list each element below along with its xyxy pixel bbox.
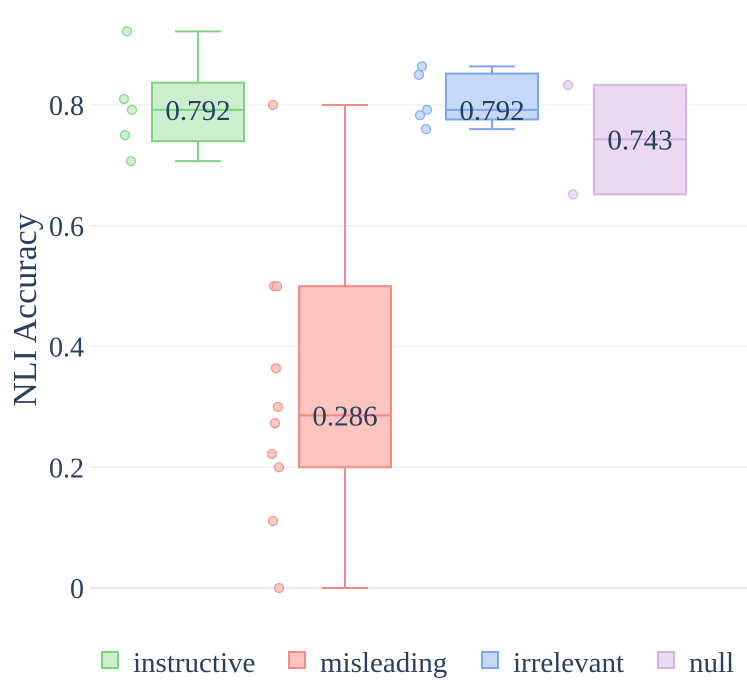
data-point (413, 69, 425, 80)
legend-item-null: null (657, 647, 734, 679)
median-label: 0.792 (165, 95, 230, 127)
box-null: 0.743 (562, 79, 687, 200)
data-point (121, 26, 133, 37)
legend-label: instructive (133, 647, 255, 679)
data-point (118, 93, 130, 105)
legend-label: null (689, 647, 734, 679)
legend-item-instructive: instructive (101, 647, 255, 679)
legend-label: misleading (320, 647, 447, 679)
data-point (562, 79, 574, 91)
data-point (416, 61, 428, 72)
data-point (272, 401, 284, 413)
data-point (267, 515, 279, 527)
data-point (273, 462, 285, 473)
data-point (125, 155, 137, 167)
data-point (269, 418, 281, 429)
y-axis-ticks: 0 0.2 0.4 0.6 0.8 (49, 91, 84, 605)
legend-swatch (481, 651, 499, 669)
data-point (273, 582, 285, 594)
boxes: 0.792 0.286 0.792 0.743 (118, 26, 687, 594)
data-point (271, 280, 283, 292)
box-body (298, 285, 392, 469)
legend-swatch (288, 651, 306, 669)
y-axis-title: NLI Accuracy (7, 213, 44, 407)
median-label: 0.792 (459, 95, 524, 127)
data-point (414, 110, 426, 121)
y-tick-label: 0.6 (49, 212, 84, 243)
y-tick-label: 0.2 (49, 453, 84, 484)
data-point (119, 130, 131, 141)
data-point (420, 123, 432, 135)
legend-swatch (101, 651, 119, 669)
legend-item-misleading: misleading (288, 647, 447, 679)
median-label: 0.286 (312, 400, 377, 432)
data-point (567, 189, 579, 200)
legend-item-irrelevant: irrelevant (481, 647, 624, 679)
data-point (267, 99, 279, 111)
box-body (445, 72, 539, 121)
box-body (151, 81, 245, 143)
box-instructive: 0.792 (118, 26, 245, 167)
box-misleading: 0.286 (266, 99, 392, 594)
y-tick-label: 0.8 (49, 91, 84, 122)
y-tick-label: 0.4 (49, 333, 84, 364)
data-point (126, 104, 138, 115)
legend-label: irrelevant (513, 647, 624, 679)
y-tick-label: 0 (70, 574, 84, 605)
data-point (266, 448, 278, 460)
median-label: 0.743 (607, 124, 672, 156)
legend: instructive misleading irrelevant null (101, 647, 734, 679)
box-irrelevant: 0.792 (413, 61, 539, 135)
data-point (421, 104, 433, 115)
data-point (270, 363, 282, 374)
legend-swatch (657, 651, 675, 669)
